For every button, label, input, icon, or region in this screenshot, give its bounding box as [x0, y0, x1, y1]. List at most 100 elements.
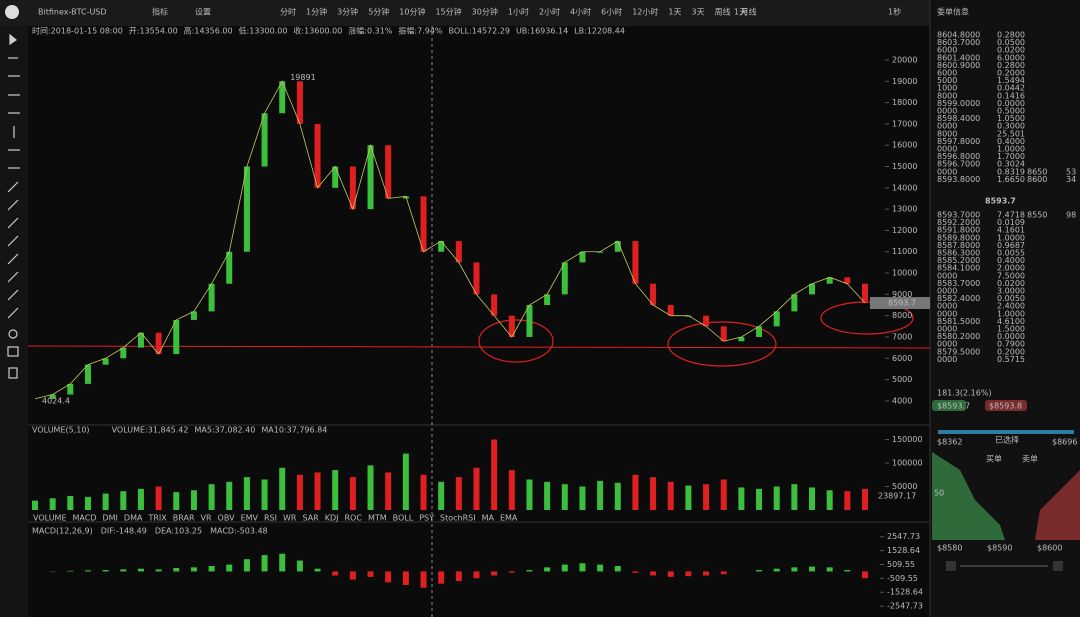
- indicator-tab[interactable]: SAR: [302, 514, 319, 523]
- volume-bar: [385, 472, 392, 510]
- zoom-out[interactable]: [946, 561, 956, 571]
- period[interactable]: 1分钟: [306, 7, 327, 17]
- candle: [844, 277, 851, 284]
- indicator-tab[interactable]: PSY: [419, 514, 434, 523]
- volume-bar: [809, 487, 816, 510]
- macd-bar: [208, 565, 215, 572]
- y-tick-label: 5000: [892, 375, 912, 384]
- period[interactable]: 4小时: [570, 7, 591, 17]
- period[interactable]: 10分钟: [399, 7, 425, 17]
- order-cell: 0.0200: [997, 279, 1025, 288]
- indicator-tab[interactable]: MTM: [368, 514, 387, 523]
- order-cell: 0.1416: [997, 91, 1025, 100]
- macd-bar: [579, 563, 586, 572]
- volume-bar: [84, 496, 91, 510]
- period[interactable]: 6小时: [601, 7, 622, 17]
- info: UB:16936.14: [516, 27, 568, 36]
- macd-bar: [685, 571, 692, 577]
- candle: [473, 262, 480, 295]
- indicator-tab[interactable]: WR: [283, 514, 297, 523]
- volume-bar: [49, 498, 56, 510]
- info: BOLL:14572.29: [449, 27, 510, 36]
- volume-bar: [491, 439, 498, 510]
- period[interactable]: 2小时: [539, 7, 560, 17]
- candle: [809, 283, 816, 295]
- sell-button[interactable]: [985, 400, 1027, 411]
- mid-price: 8593.7: [985, 197, 1016, 206]
- volume-bar: [367, 465, 374, 510]
- candle: [667, 305, 674, 316]
- buy-button[interactable]: [932, 400, 966, 411]
- order-cell: 8584.1000: [937, 264, 980, 273]
- indicator-tab[interactable]: BOLL: [393, 514, 414, 523]
- period[interactable]: 3分钟: [337, 7, 358, 17]
- indicator-tab[interactable]: RSI: [264, 514, 277, 523]
- period[interactable]: 5分钟: [368, 7, 389, 17]
- macd-header: MACD:-503.48: [210, 527, 268, 536]
- candle: [826, 277, 833, 284]
- period-dropdown[interactable]: 1天: [734, 8, 747, 17]
- period[interactable]: 30分钟: [472, 7, 498, 17]
- menu[interactable]: 指标: [152, 7, 168, 17]
- volume-bar: [243, 477, 250, 510]
- period[interactable]: 分时: [280, 7, 296, 17]
- indicator-tab[interactable]: MA: [482, 514, 495, 523]
- y-tick-label: 11000: [892, 247, 917, 256]
- indicator-tab[interactable]: VOLUME: [33, 514, 67, 523]
- sell-price[interactable]: $8593.8: [989, 402, 1022, 411]
- order-cell: 8000: [937, 129, 957, 138]
- macd-bar: [67, 570, 74, 572]
- macd-bar: [809, 566, 816, 572]
- indicator-tab[interactable]: StochRSI: [440, 514, 476, 523]
- refresh[interactable]: 1秒: [888, 7, 901, 17]
- candle: [561, 262, 568, 295]
- indicator-tab[interactable]: MACD: [73, 514, 97, 523]
- order-cell: 34: [1066, 175, 1076, 184]
- macd-bar: [349, 571, 356, 580]
- range-high: $8696: [1052, 438, 1077, 447]
- indicator-tab[interactable]: DMA: [124, 514, 143, 523]
- candle: [685, 315, 692, 317]
- zoom-in[interactable]: [1053, 561, 1063, 571]
- period[interactable]: 周线: [715, 7, 731, 17]
- period[interactable]: 月线: [741, 7, 757, 17]
- order-cell: 0.2800: [997, 31, 1025, 40]
- volume-bar: [455, 477, 462, 510]
- volume-bar: [261, 479, 268, 510]
- macd-bar: [438, 571, 445, 584]
- candle: [155, 332, 162, 355]
- indicator-tab[interactable]: EMV: [241, 514, 259, 523]
- indicator-tab[interactable]: EMA: [500, 514, 518, 523]
- volume-bar: [720, 479, 727, 510]
- period[interactable]: 3天: [692, 8, 705, 17]
- order-cell: 0.3000: [997, 122, 1025, 131]
- indicator-tab[interactable]: BRAR: [173, 514, 195, 523]
- indicator-tab[interactable]: ROC: [345, 514, 363, 523]
- order-cell: 0.5715: [997, 355, 1025, 364]
- indicator-tab[interactable]: TRIX: [147, 514, 167, 523]
- candle: [67, 383, 74, 395]
- period[interactable]: 15分钟: [435, 7, 461, 17]
- period[interactable]: 1天: [668, 8, 681, 17]
- order-cell: 0.0000: [997, 99, 1025, 108]
- volume-bar: [844, 491, 851, 510]
- low-label: 4024.4: [42, 397, 70, 406]
- indicator-tab[interactable]: OBV: [218, 514, 236, 523]
- y-tick-label: 19000: [892, 77, 917, 86]
- period[interactable]: 12小时: [632, 7, 658, 17]
- volume-bar: [508, 470, 515, 510]
- macd-bar: [791, 567, 798, 572]
- range-slider[interactable]: [938, 430, 1074, 434]
- candle: [261, 113, 268, 167]
- indicator-tab[interactable]: KDJ: [325, 514, 339, 523]
- indicator-tab[interactable]: DMI: [102, 514, 117, 523]
- order-cell: 8596.8000: [937, 152, 980, 161]
- indicator-tab[interactable]: VR: [201, 514, 212, 523]
- order-cell: 0.4000: [997, 256, 1025, 265]
- menu[interactable]: 设置: [195, 7, 211, 17]
- symbol[interactable]: Bitfinex-BTC-USD: [38, 8, 107, 17]
- period[interactable]: 1小时: [508, 7, 529, 17]
- order-cell: 8583.7000: [937, 279, 980, 288]
- buy-price[interactable]: $8593.7: [937, 402, 970, 411]
- candle: [438, 241, 445, 252]
